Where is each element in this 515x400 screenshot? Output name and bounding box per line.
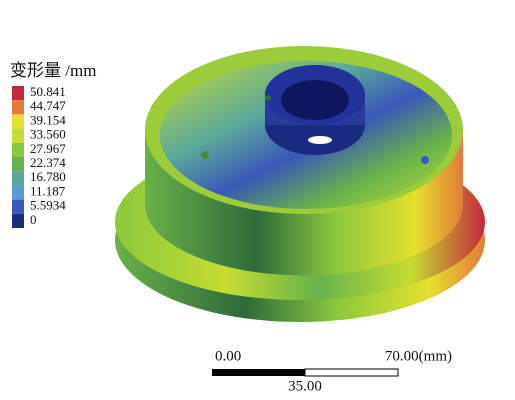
legend-swatch	[12, 143, 24, 157]
legend-label: 22.374	[30, 155, 66, 170]
legend-swatch	[12, 114, 24, 128]
legend-label: 11.187	[30, 183, 66, 198]
scale-middle: 35.00	[288, 378, 322, 394]
legend-swatch	[12, 100, 24, 114]
scale-start: 0.00	[215, 348, 241, 364]
legend-swatch	[12, 157, 24, 171]
legend-label: 33.560	[30, 127, 66, 142]
legend-label: 39.154	[30, 112, 66, 127]
legend-label: 44.747	[30, 98, 66, 113]
model	[115, 46, 485, 322]
legend: 50.84144.74739.15433.56027.96722.37416.7…	[12, 84, 66, 228]
scale-end: 70.00(mm)	[385, 348, 452, 364]
figure: 变形量 /mm 50.84144.74739.15433.56027.96722…	[0, 0, 515, 400]
legend-label: 0	[30, 212, 37, 227]
legend-label: 5.5934	[30, 198, 66, 213]
legend-swatch	[12, 200, 24, 214]
legend-label: 27.967	[30, 141, 66, 156]
legend-title: 变形量 /mm	[10, 61, 96, 80]
legend-label: 16.780	[30, 169, 66, 184]
scale-bar: 0.00 70.00(mm) 35.00	[212, 348, 452, 394]
legend-swatch	[12, 185, 24, 199]
legend-swatch	[12, 86, 24, 100]
legend-label: 50.841	[30, 84, 66, 99]
legend-swatch	[12, 171, 24, 185]
legend-swatch	[12, 129, 24, 143]
legend-swatch	[12, 214, 24, 228]
